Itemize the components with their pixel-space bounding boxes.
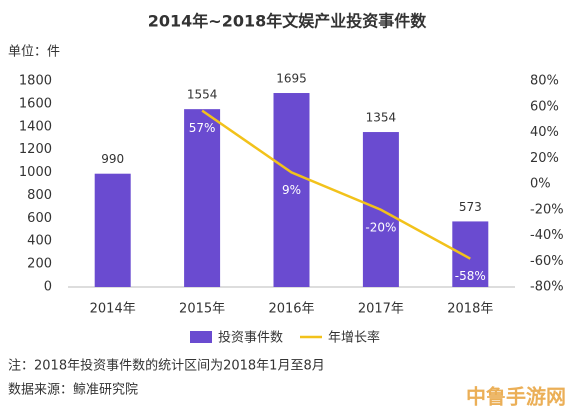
y-tick-label: 1600 xyxy=(19,96,52,111)
bar xyxy=(452,221,489,287)
line-value-label: 57% xyxy=(189,121,216,135)
line xyxy=(201,109,471,260)
y2-tick-label: 60% xyxy=(530,99,559,114)
bar-value-label: 1354 xyxy=(366,111,397,125)
y2-tick-label: -60% xyxy=(530,254,564,269)
bar xyxy=(184,109,221,287)
y2-tick-label: 40% xyxy=(530,125,559,140)
line-value-label: 9% xyxy=(282,183,301,197)
y-tick-label: 0 xyxy=(44,280,52,295)
bar-value-label: 990 xyxy=(101,152,124,166)
x-tick-label: 2016年 xyxy=(268,302,314,317)
y-tick-label: 800 xyxy=(27,188,52,203)
x-tick-label: 2018年 xyxy=(447,302,493,317)
y2-tick-label: 80% xyxy=(530,74,559,89)
y2-tick-label: -40% xyxy=(530,228,564,243)
y-tick-label: 600 xyxy=(27,211,52,226)
legend-label: 投资事件数 xyxy=(218,330,283,346)
y-tick-label: 1800 xyxy=(19,74,52,89)
y-tick-label: 1200 xyxy=(19,142,52,157)
y2-tick-label: 20% xyxy=(530,151,559,166)
x-tick-label: 2017年 xyxy=(358,302,404,317)
y2-tick-label: -80% xyxy=(530,280,564,295)
y2-tick-label: 0% xyxy=(530,177,551,192)
bar xyxy=(94,173,131,287)
line-value-label: -20% xyxy=(365,220,396,234)
y-tick-label: 1000 xyxy=(19,165,52,180)
bar-value-label: 1695 xyxy=(276,72,307,86)
legend-label: 年增长率 xyxy=(328,330,380,346)
legend-swatch xyxy=(190,331,212,343)
y-tick-label: 1400 xyxy=(19,119,52,134)
note: 注：2018年投资事件数的统计区间为2018年1月至8月 xyxy=(8,358,325,374)
y-unit-label: 单位：件 xyxy=(8,45,60,60)
watermark: 中鲁手游网 xyxy=(466,385,566,409)
y-tick-label: 200 xyxy=(27,257,52,272)
x-tick-label: 2014年 xyxy=(90,302,136,317)
bar xyxy=(273,93,310,288)
chart-title: 2014年~2018年文娱产业投资事件数 xyxy=(148,12,427,31)
bar-value-label: 1554 xyxy=(187,88,218,102)
x-tick-label: 2015年 xyxy=(179,302,225,317)
y-tick-label: 400 xyxy=(27,234,52,249)
line-value-label: -58% xyxy=(455,269,486,283)
y2-tick-label: -20% xyxy=(530,202,564,217)
bar-value-label: 573 xyxy=(459,200,482,214)
note: 数据来源：鲸准研究院 xyxy=(8,383,138,398)
